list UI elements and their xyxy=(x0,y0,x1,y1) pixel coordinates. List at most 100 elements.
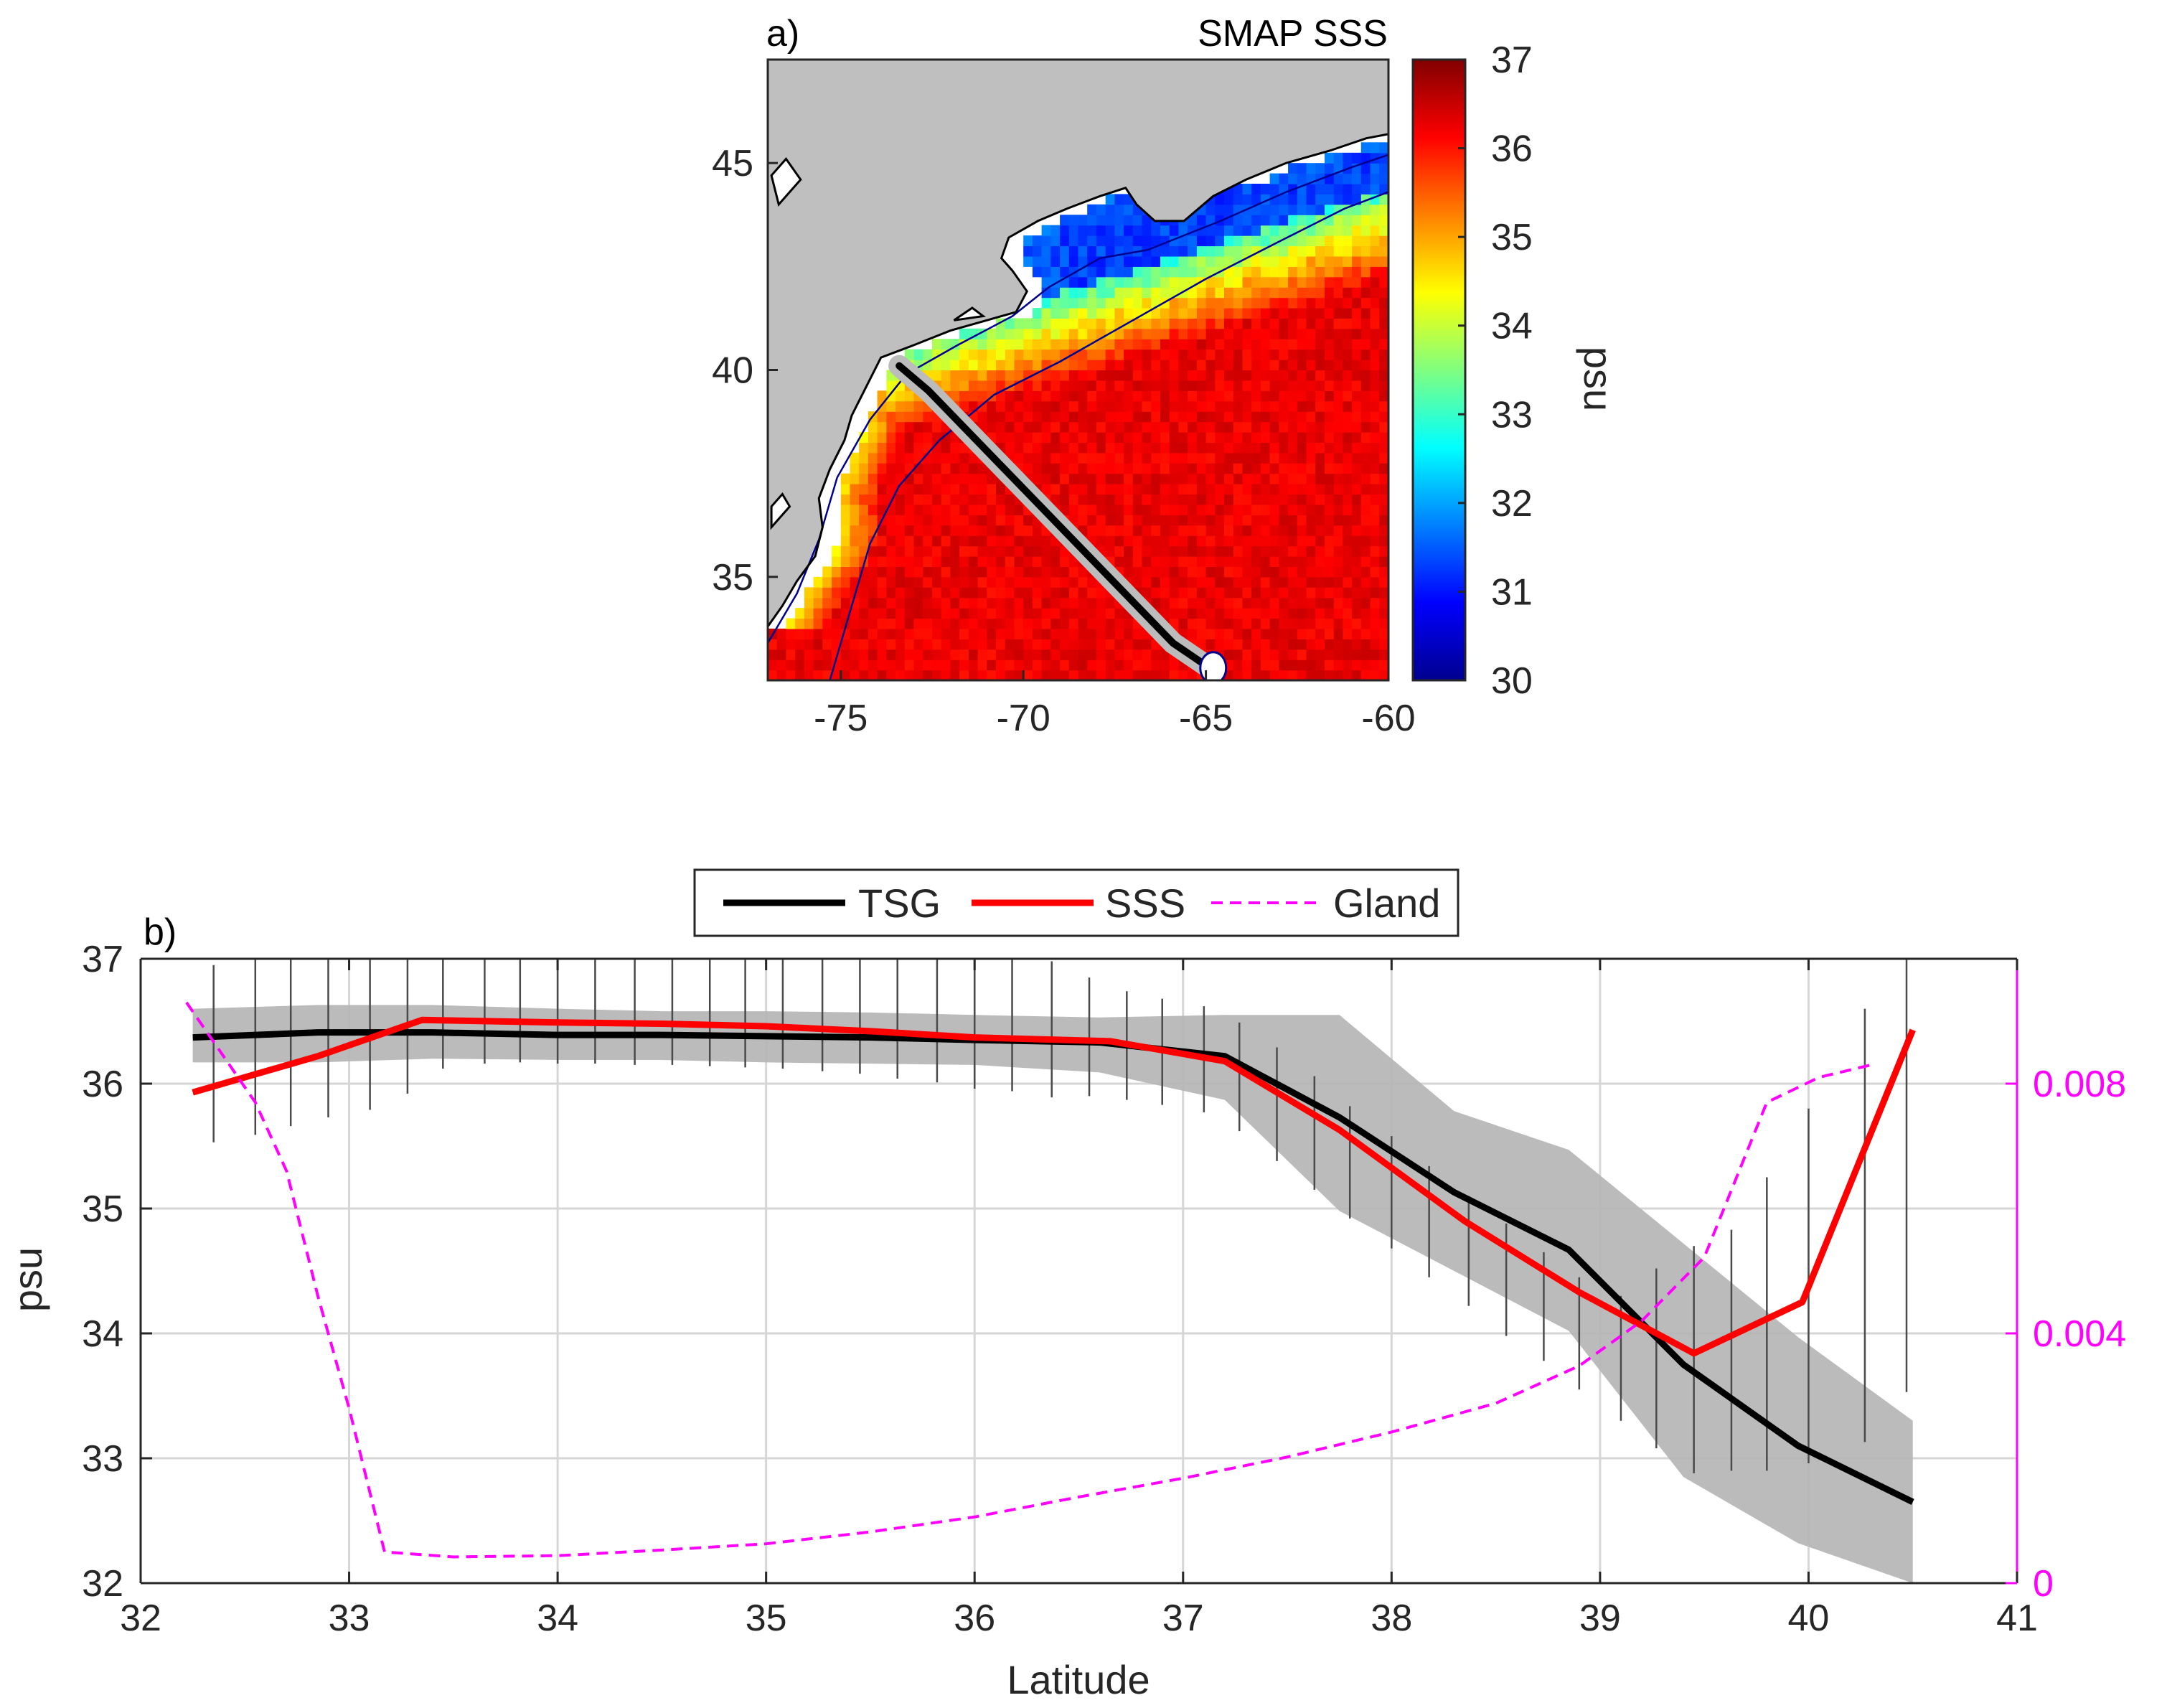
sss-cell xyxy=(795,660,805,671)
sss-cell xyxy=(1260,535,1271,547)
sss-cell xyxy=(896,556,906,567)
sss-cell xyxy=(941,515,951,526)
sss-cell xyxy=(932,452,942,464)
sss-cell xyxy=(1325,618,1335,629)
sss-cell xyxy=(959,670,969,680)
sss-cell xyxy=(1224,535,1234,547)
sss-cell xyxy=(1060,576,1070,588)
sss-cell xyxy=(1360,452,1371,464)
sss-cell xyxy=(1370,494,1380,505)
sss-cell xyxy=(1379,421,1388,433)
sss-cell xyxy=(1379,328,1388,339)
sss-cell xyxy=(904,463,915,474)
sss-cell xyxy=(1315,535,1325,547)
sss-cell xyxy=(1325,484,1335,495)
sss-cell xyxy=(1205,452,1216,464)
sss-cell xyxy=(1315,649,1325,660)
sss-cell xyxy=(840,515,851,526)
sss-cell xyxy=(1242,618,1252,629)
sss-cell xyxy=(1370,504,1380,515)
sss-cell xyxy=(1343,339,1353,350)
sss-cell xyxy=(1188,432,1198,443)
sss-cell xyxy=(1352,184,1362,194)
sss-cell xyxy=(1360,142,1371,154)
sss-cell xyxy=(941,535,951,547)
sss-cell xyxy=(1124,245,1134,257)
sss-cell xyxy=(913,442,923,454)
x-tick-label: 39 xyxy=(1579,1597,1621,1639)
sss-cell xyxy=(1379,390,1388,402)
sss-cell xyxy=(1325,225,1335,236)
sss-cell xyxy=(1096,360,1106,371)
sss-cell xyxy=(1023,566,1033,578)
sss-cell xyxy=(1114,328,1124,339)
sss-cell xyxy=(1251,525,1261,536)
sss-cell xyxy=(1041,308,1051,319)
sss-cell xyxy=(1142,556,1152,567)
sss-cell xyxy=(1333,339,1343,350)
sss-cell xyxy=(1160,432,1170,443)
sss-cell xyxy=(1151,411,1161,423)
sss-cell xyxy=(1032,608,1043,619)
sss-cell xyxy=(1078,328,1088,339)
sss-cell xyxy=(1343,515,1353,526)
sss-cell xyxy=(1105,442,1115,454)
sss-cell xyxy=(987,360,997,371)
sss-cell xyxy=(1333,535,1343,547)
sss-cell xyxy=(1260,349,1271,360)
sss-cell xyxy=(1196,432,1207,443)
sss-cell xyxy=(1142,255,1152,267)
sss-cell xyxy=(1279,328,1289,339)
sss-cell xyxy=(886,566,896,578)
sss-cell xyxy=(932,463,942,474)
sss-cell xyxy=(1288,473,1298,484)
sss-cell xyxy=(1132,535,1143,547)
sss-cell xyxy=(840,545,851,557)
sss-cell xyxy=(1114,349,1124,360)
sss-cell xyxy=(1050,297,1061,309)
sss-cell xyxy=(1325,276,1335,288)
sss-cell xyxy=(1050,400,1061,412)
sss-cell xyxy=(1160,463,1170,474)
sss-cell xyxy=(1224,318,1234,329)
sss-cell xyxy=(1224,515,1234,526)
sss-cell xyxy=(1233,225,1244,236)
sss-cell xyxy=(1306,163,1316,174)
sss-cell xyxy=(1041,545,1051,557)
legend: TSG SSS Gland xyxy=(693,868,1459,937)
sss-cell xyxy=(1078,225,1088,236)
sss-cell xyxy=(1288,421,1298,433)
sss-cell xyxy=(1032,442,1043,454)
sss-cell xyxy=(896,432,906,443)
sss-cell xyxy=(1279,215,1289,226)
sss-cell xyxy=(1068,504,1079,515)
sss-cell xyxy=(1114,370,1124,381)
sss-cell xyxy=(1325,566,1335,578)
sss-cell xyxy=(1279,566,1289,578)
sss-cell xyxy=(1297,484,1307,495)
sss-cell xyxy=(932,608,942,619)
sss-cell xyxy=(1205,204,1216,215)
sss-cell xyxy=(1297,360,1307,371)
sss-cell xyxy=(1005,608,1015,619)
sss-cell xyxy=(877,421,887,433)
sss-cell xyxy=(1215,545,1225,557)
sss-cell xyxy=(1132,639,1143,650)
sss-cell xyxy=(1041,576,1051,588)
sss-cell xyxy=(1142,452,1152,464)
sss-cell xyxy=(1124,473,1134,484)
y-tick-label: 37 xyxy=(82,939,123,980)
sss-cell xyxy=(1196,556,1207,567)
sss-cell xyxy=(923,670,933,680)
sss-cell xyxy=(795,639,805,650)
sss-cell xyxy=(1379,215,1388,226)
sss-cell xyxy=(1260,576,1271,588)
sss-cell xyxy=(1105,215,1115,226)
sss-cell xyxy=(1014,349,1024,360)
sss-cell xyxy=(987,670,997,680)
sss-cell xyxy=(795,618,805,629)
sss-cell xyxy=(1224,432,1234,443)
sss-cell xyxy=(1124,370,1134,381)
sss-cell xyxy=(1215,318,1225,329)
sss-cell xyxy=(1105,276,1115,288)
